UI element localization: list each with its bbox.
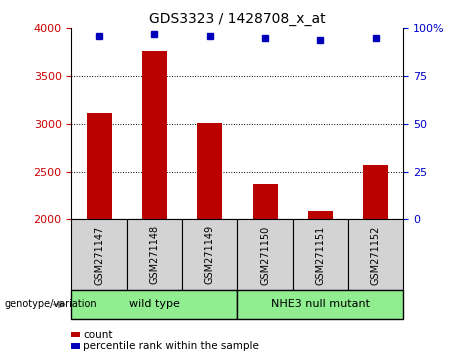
Bar (237, 219, 293, 290)
Bar (348, 219, 403, 290)
Bar (127, 219, 182, 290)
Text: GSM271148: GSM271148 (149, 225, 160, 285)
Text: GSM271149: GSM271149 (205, 225, 215, 285)
Bar (293, 219, 348, 290)
Text: GSM271147: GSM271147 (94, 225, 104, 285)
Bar (308, 211, 333, 219)
Bar (237, 290, 403, 319)
Text: genotype/variation: genotype/variation (5, 299, 97, 309)
Text: percentile rank within the sample: percentile rank within the sample (83, 341, 260, 351)
Bar (363, 165, 388, 219)
Bar (197, 123, 222, 219)
Text: count: count (83, 330, 113, 339)
Bar (87, 113, 112, 219)
Text: GSM271150: GSM271150 (260, 225, 270, 285)
Title: GDS3323 / 1428708_x_at: GDS3323 / 1428708_x_at (149, 12, 326, 26)
Text: GSM271151: GSM271151 (315, 225, 325, 285)
Bar (71, 290, 237, 319)
Bar (142, 51, 167, 219)
Bar (71, 219, 127, 290)
Text: wild type: wild type (129, 299, 180, 309)
Bar (253, 184, 278, 219)
Text: NHE3 null mutant: NHE3 null mutant (271, 299, 370, 309)
Text: GSM271152: GSM271152 (371, 225, 381, 285)
Bar (182, 219, 237, 290)
